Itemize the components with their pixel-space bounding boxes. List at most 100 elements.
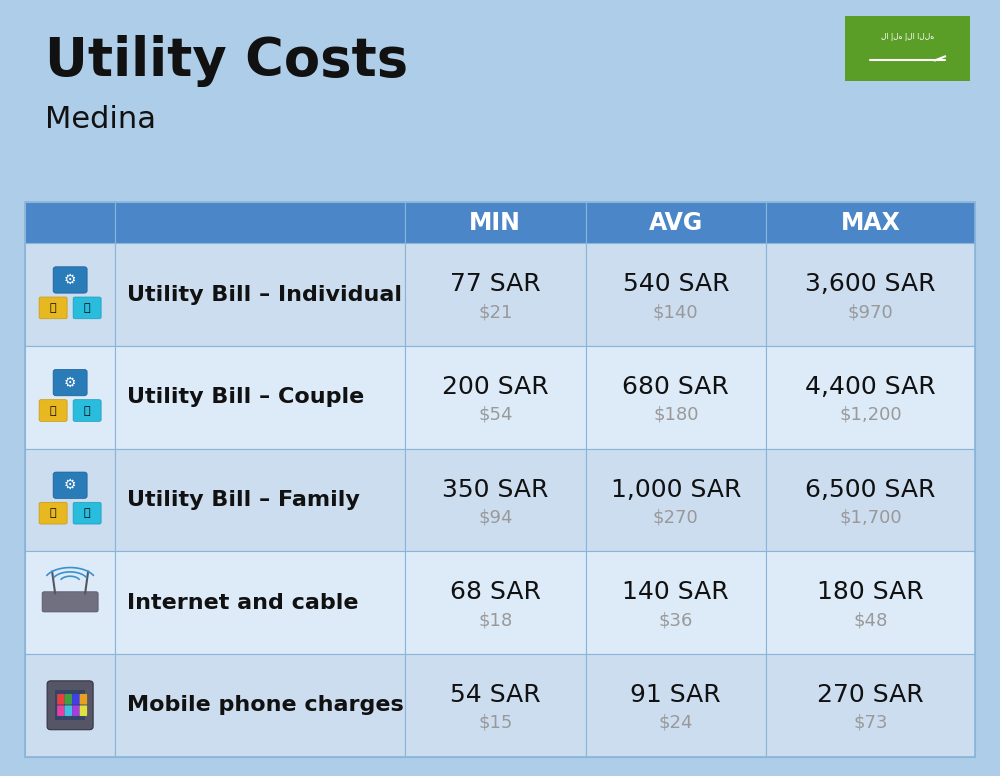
Text: 💧: 💧 <box>84 303 90 313</box>
Text: $18: $18 <box>478 611 512 629</box>
Text: Utility Bill – Couple: Utility Bill – Couple <box>127 387 364 407</box>
FancyBboxPatch shape <box>80 694 87 705</box>
FancyBboxPatch shape <box>405 346 586 449</box>
FancyBboxPatch shape <box>53 267 87 293</box>
FancyBboxPatch shape <box>80 705 87 716</box>
Text: $24: $24 <box>659 714 693 732</box>
FancyBboxPatch shape <box>115 346 405 449</box>
Text: $94: $94 <box>478 508 512 526</box>
FancyBboxPatch shape <box>766 449 975 551</box>
Text: ⚙: ⚙ <box>64 376 76 390</box>
Text: $140: $140 <box>653 303 699 321</box>
Text: Utility Bill – Family: Utility Bill – Family <box>127 490 360 510</box>
FancyBboxPatch shape <box>57 705 65 716</box>
FancyBboxPatch shape <box>115 551 405 654</box>
FancyBboxPatch shape <box>115 654 405 757</box>
FancyBboxPatch shape <box>586 449 766 551</box>
FancyBboxPatch shape <box>42 592 98 612</box>
Text: Utility Costs: Utility Costs <box>45 35 408 87</box>
Text: 6,500 SAR: 6,500 SAR <box>805 478 936 502</box>
Text: 77 SAR: 77 SAR <box>450 272 541 296</box>
FancyBboxPatch shape <box>25 654 115 757</box>
Text: $1,700: $1,700 <box>839 508 902 526</box>
FancyBboxPatch shape <box>53 369 87 396</box>
Text: $970: $970 <box>848 303 893 321</box>
FancyBboxPatch shape <box>53 472 87 498</box>
FancyBboxPatch shape <box>65 694 72 705</box>
Text: 200 SAR: 200 SAR <box>442 375 549 399</box>
Text: ⚙: ⚙ <box>64 273 76 287</box>
FancyBboxPatch shape <box>39 502 67 524</box>
Text: 54 SAR: 54 SAR <box>450 683 541 707</box>
FancyBboxPatch shape <box>586 654 766 757</box>
FancyBboxPatch shape <box>25 551 115 654</box>
FancyBboxPatch shape <box>845 16 970 81</box>
FancyBboxPatch shape <box>586 244 766 346</box>
Text: MIN: MIN <box>469 210 521 234</box>
FancyBboxPatch shape <box>25 202 115 244</box>
FancyBboxPatch shape <box>405 244 586 346</box>
Text: $21: $21 <box>478 303 512 321</box>
FancyBboxPatch shape <box>73 297 101 319</box>
FancyBboxPatch shape <box>115 202 405 244</box>
Text: 1,000 SAR: 1,000 SAR <box>611 478 741 502</box>
FancyBboxPatch shape <box>586 551 766 654</box>
FancyBboxPatch shape <box>47 681 93 729</box>
Text: 350 SAR: 350 SAR <box>442 478 548 502</box>
FancyBboxPatch shape <box>39 400 67 421</box>
Text: MAX: MAX <box>841 210 900 234</box>
Text: 💧: 💧 <box>84 406 90 415</box>
Text: 68 SAR: 68 SAR <box>450 580 541 605</box>
Text: Internet and cable: Internet and cable <box>127 593 359 612</box>
Text: $73: $73 <box>853 714 888 732</box>
FancyBboxPatch shape <box>586 346 766 449</box>
FancyBboxPatch shape <box>65 705 72 716</box>
FancyBboxPatch shape <box>72 705 80 716</box>
FancyBboxPatch shape <box>115 244 405 346</box>
Text: $36: $36 <box>659 611 693 629</box>
FancyBboxPatch shape <box>766 202 975 244</box>
FancyBboxPatch shape <box>766 551 975 654</box>
FancyBboxPatch shape <box>405 202 586 244</box>
FancyBboxPatch shape <box>39 297 67 319</box>
Text: 3,600 SAR: 3,600 SAR <box>805 272 936 296</box>
Text: 140 SAR: 140 SAR <box>622 580 729 605</box>
FancyBboxPatch shape <box>25 449 115 551</box>
Text: Mobile phone charges: Mobile phone charges <box>127 695 404 715</box>
FancyBboxPatch shape <box>405 449 586 551</box>
FancyBboxPatch shape <box>766 244 975 346</box>
Text: 180 SAR: 180 SAR <box>817 580 924 605</box>
FancyBboxPatch shape <box>73 400 101 421</box>
Text: لا إله إلا الله: لا إله إلا الله <box>881 32 934 41</box>
FancyBboxPatch shape <box>405 654 586 757</box>
Text: 🔌: 🔌 <box>50 303 56 313</box>
Text: 540 SAR: 540 SAR <box>623 272 729 296</box>
Text: $1,200: $1,200 <box>839 406 902 424</box>
FancyBboxPatch shape <box>766 346 975 449</box>
FancyBboxPatch shape <box>586 202 766 244</box>
Text: ⚙: ⚙ <box>64 478 76 492</box>
Text: 💧: 💧 <box>84 508 90 518</box>
FancyBboxPatch shape <box>25 244 115 346</box>
Text: $15: $15 <box>478 714 512 732</box>
Text: $270: $270 <box>653 508 699 526</box>
FancyBboxPatch shape <box>57 694 65 705</box>
FancyBboxPatch shape <box>25 346 115 449</box>
Text: 91 SAR: 91 SAR <box>630 683 721 707</box>
Text: 🔌: 🔌 <box>50 508 56 518</box>
Text: $48: $48 <box>853 611 888 629</box>
FancyBboxPatch shape <box>73 502 101 524</box>
Text: 🔌: 🔌 <box>50 406 56 415</box>
Text: 4,400 SAR: 4,400 SAR <box>805 375 936 399</box>
Text: $180: $180 <box>653 406 699 424</box>
FancyBboxPatch shape <box>405 551 586 654</box>
Text: AVG: AVG <box>649 210 703 234</box>
FancyBboxPatch shape <box>766 654 975 757</box>
FancyBboxPatch shape <box>115 449 405 551</box>
Text: 270 SAR: 270 SAR <box>817 683 924 707</box>
FancyBboxPatch shape <box>72 694 80 705</box>
Text: $54: $54 <box>478 406 512 424</box>
FancyBboxPatch shape <box>55 690 85 720</box>
Text: Medina: Medina <box>45 105 156 133</box>
Text: 680 SAR: 680 SAR <box>622 375 729 399</box>
